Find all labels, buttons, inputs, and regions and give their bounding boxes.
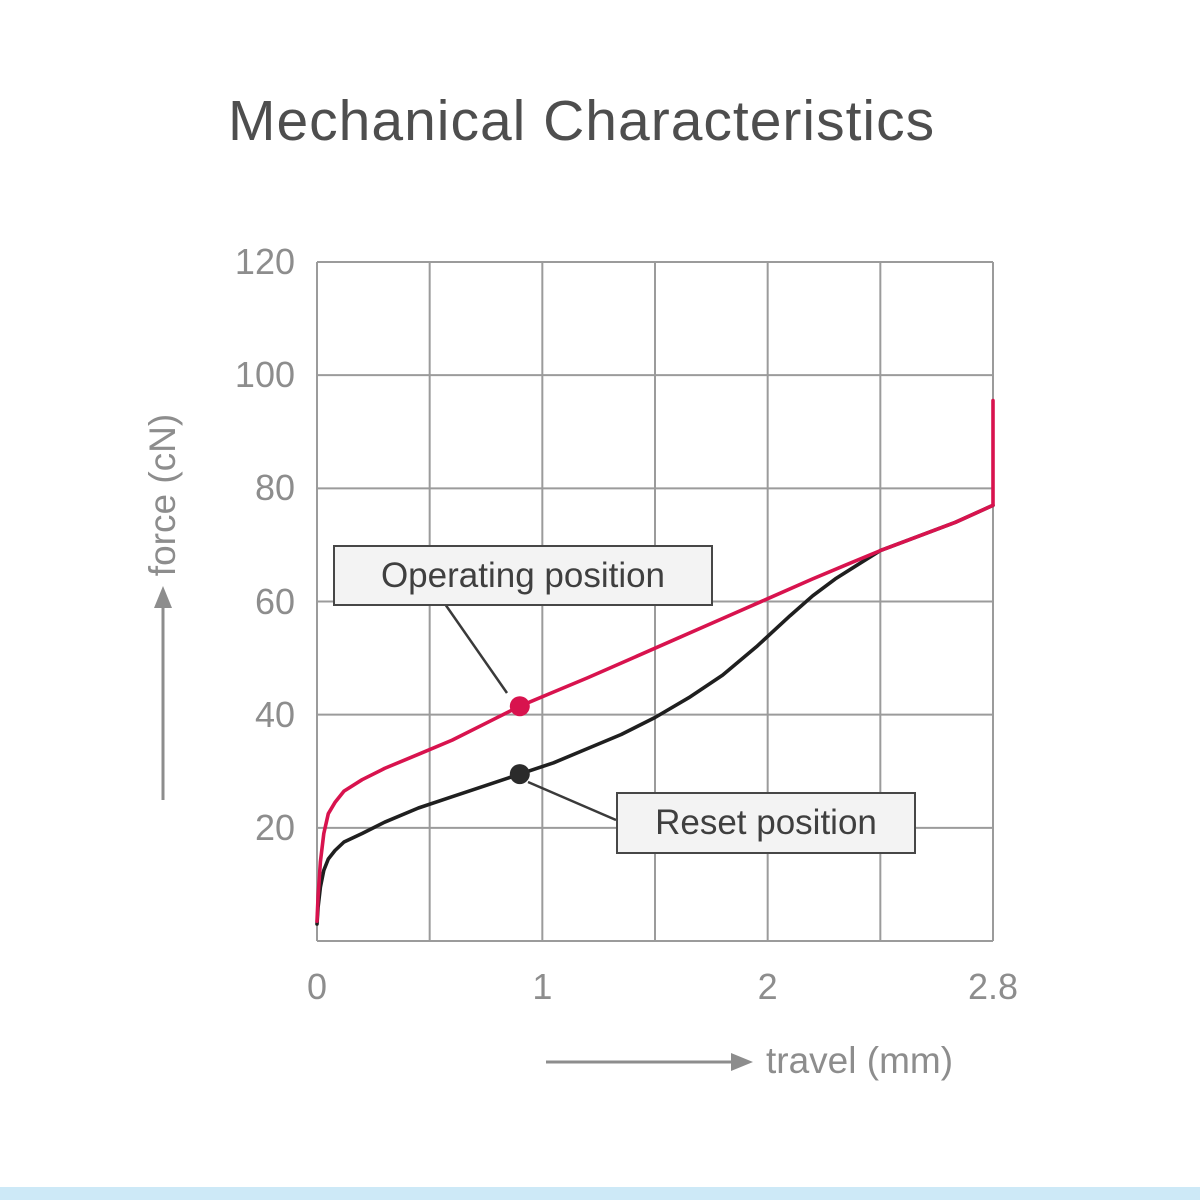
reset-position-dot (509, 764, 530, 785)
press-curve (315, 398, 995, 924)
y-axis-title: force (cN) (142, 413, 183, 577)
operating-position-callout: Operating position (333, 545, 713, 606)
x-tick-label: 2.8 (967, 966, 1019, 1007)
x-axis-title: travel (mm) (766, 1040, 954, 1082)
y-tick-label: 120 (234, 241, 295, 282)
operating-position-dot (509, 696, 530, 717)
release-curve (315, 503, 995, 926)
x-tick-label: 1 (532, 966, 553, 1007)
operating-leader-line (443, 603, 509, 694)
x-tick-label: 2 (757, 966, 778, 1007)
reset-leader-line (527, 780, 617, 822)
bottom-scrollbar-strip (0, 1187, 1200, 1200)
x-tick-label: 0 (306, 966, 328, 1007)
y-tick-label: 20 (254, 806, 295, 848)
reset-position-callout: Reset position (616, 792, 916, 854)
chart-title: Mechanical Characteristics (228, 89, 936, 153)
y-tick-label: 80 (254, 467, 295, 509)
x-axis-arrowhead-icon (731, 1053, 753, 1071)
y-axis-arrowhead-icon (154, 586, 172, 608)
y-tick-label: 40 (254, 693, 295, 735)
reset-position-label: Reset position (655, 803, 877, 842)
y-tick-label: 60 (254, 580, 295, 622)
operating-position-label: Operating position (380, 555, 666, 595)
y-tick-label: 100 (234, 354, 295, 396)
